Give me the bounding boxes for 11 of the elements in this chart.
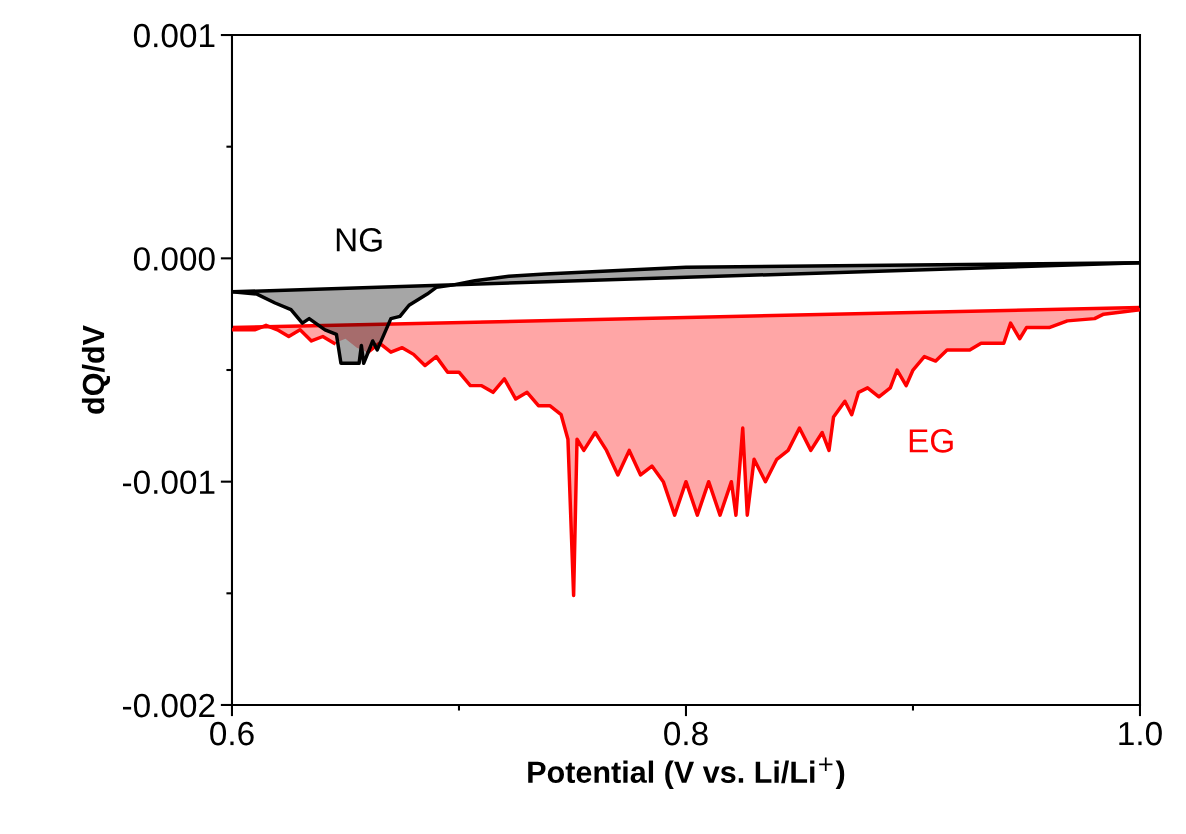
x-axis-title: Potential (V vs. Li/Li$^{+}$) [528, 757, 845, 790]
x-tick-label: 0.6 [210, 721, 254, 746]
series-label: NG [336, 228, 382, 252]
y-axis-title: dQ/dV [81, 325, 111, 414]
x-tick-label: 1.0 [1119, 721, 1162, 746]
y-tick-label: -0.002 [122, 693, 215, 718]
y-tick-label: -0.001 [122, 470, 215, 495]
y-tick-label: 0.001 [133, 23, 215, 48]
series-label: EG [909, 429, 953, 453]
y-tick-label: 0.000 [133, 247, 215, 271]
x-tick-label: 0.8 [664, 721, 708, 746]
